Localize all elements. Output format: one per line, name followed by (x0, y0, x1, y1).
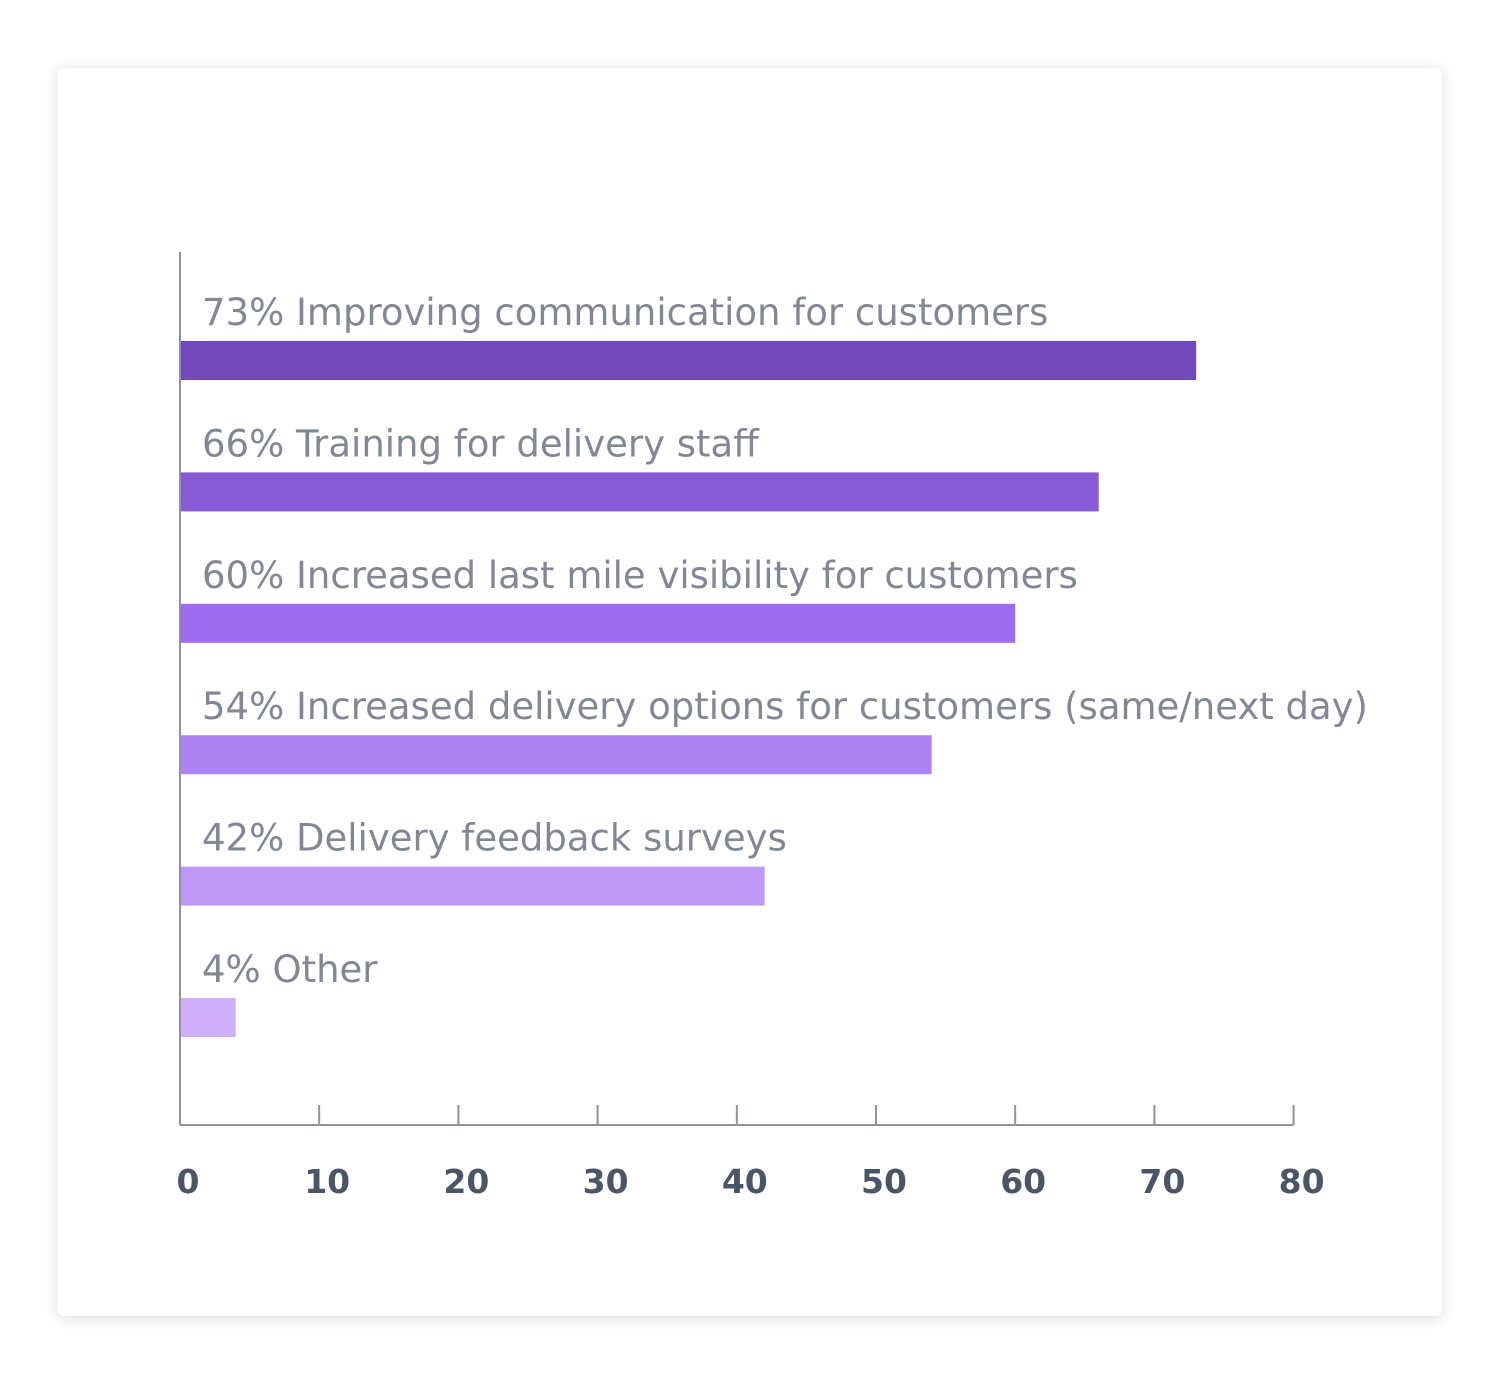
bar-label-2: 66% Training for delivery staff (202, 422, 760, 465)
x-tick-label: 60 (1000, 1162, 1046, 1201)
x-tick-label: 80 (1279, 1162, 1325, 1201)
bar-label-6: 4% Other (202, 948, 378, 991)
x-tick-label: 10 (304, 1162, 350, 1201)
x-tick-label: 0 (177, 1162, 200, 1201)
tick-labels-layer: 0 10 20 30 40 50 60 70 80 (177, 1162, 1325, 1201)
bar-label-5: 42% Delivery feedback surveys (202, 817, 787, 860)
bar-2 (180, 472, 1099, 512)
x-tick-label: 40 (722, 1162, 768, 1201)
bar-4 (180, 735, 932, 775)
chart-card (58, 68, 1442, 1316)
x-tick-label: 30 (583, 1162, 629, 1201)
x-tick-label: 20 (443, 1162, 489, 1201)
bars-layer (180, 341, 1197, 1037)
bar-6 (180, 998, 236, 1037)
x-tick-label: 50 (861, 1162, 907, 1201)
x-tick-label: 70 (1139, 1162, 1185, 1201)
axis-layer (179, 252, 1295, 1126)
bar-label-1: 73% Improving communication for customer… (202, 291, 1048, 334)
bar-labels-layer: 73% Improving communication for customer… (202, 291, 1368, 991)
bar-1 (180, 341, 1197, 380)
bar-5 (180, 866, 765, 906)
bar-label-4: 54% Increased delivery options for custo… (202, 685, 1368, 728)
bar-3 (180, 603, 1016, 643)
bar-label-3: 60% Increased last mile visibility for c… (202, 554, 1078, 597)
